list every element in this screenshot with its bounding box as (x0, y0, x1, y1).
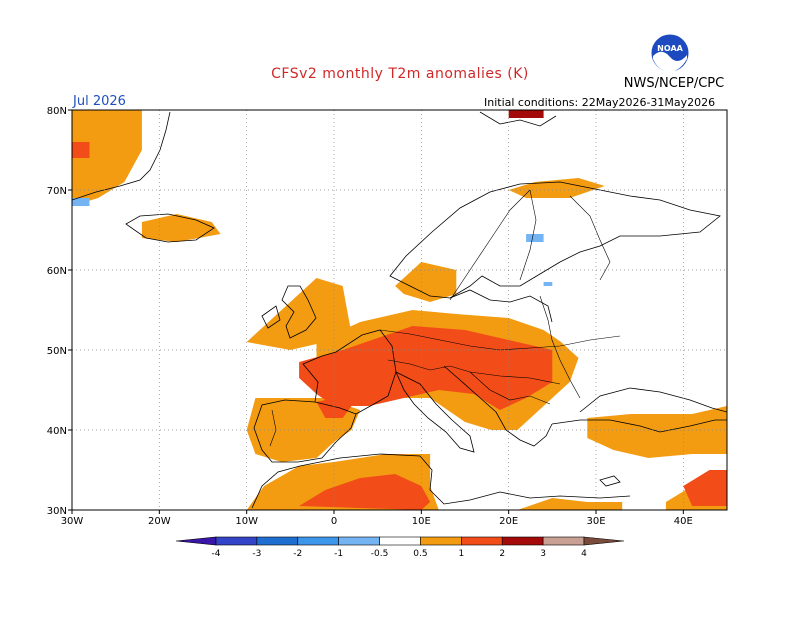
coastline-iberia (253, 399, 357, 463)
map-frame (71, 109, 728, 511)
anomaly-region-12 (316, 398, 352, 418)
coastline-cyprus (599, 475, 621, 487)
coastline-italy (395, 371, 475, 453)
anomaly-region-18 (526, 234, 544, 242)
noaa-logo-icon: NOAA (650, 33, 690, 73)
anomaly-region-16 (508, 110, 544, 118)
lon-tick-label: 30E (586, 516, 605, 527)
anomaly-region-0 (72, 110, 142, 206)
coastline-scandinavia (389, 181, 721, 299)
anomaly-region-7 (587, 406, 727, 458)
coastline-iceland (125, 213, 215, 243)
anomaly-region-3 (395, 262, 457, 302)
graticule (72, 110, 727, 510)
coastline-france (302, 329, 397, 415)
lat-tick-label: 60N (47, 266, 67, 277)
coastline-layer (72, 111, 727, 509)
border-norway-sweden (449, 189, 531, 301)
lat-tick-label: 80N (47, 106, 67, 117)
border-finland-russia (569, 195, 611, 281)
initial-conditions: Initial conditions: 22May2026-31May2026 (484, 96, 716, 109)
lon-tick-label: 20E (499, 516, 518, 527)
lat-tick-label: 40N (47, 426, 67, 437)
lat-tick-label: 50N (47, 346, 67, 357)
coastline-balkans (443, 365, 553, 447)
coastline-anatolia (551, 419, 727, 433)
coastline-black-sea (579, 387, 727, 413)
coastline-ireland (261, 305, 281, 329)
border-sweden-finland (519, 189, 537, 281)
coastline-svalbard (479, 111, 557, 127)
anomaly-region-17 (72, 198, 90, 206)
organization-label: NWS/NCEP/CPC (623, 76, 725, 91)
lon-tick-label: 20W (148, 516, 171, 527)
map-title: CFSv2 monthly T2m anomalies (K) (271, 66, 529, 82)
lat-tick-label: 30N (47, 506, 67, 517)
coastline-britain (281, 285, 317, 339)
anomaly-region-14 (683, 470, 727, 506)
anomaly-region-15 (72, 142, 90, 158)
lon-tick-label: 10E (412, 516, 431, 527)
anomaly-region-19 (543, 282, 553, 286)
anomaly-region-2 (246, 278, 352, 350)
lon-tick-label: 40E (674, 516, 693, 527)
anomaly-region-1 (141, 214, 221, 242)
noaa-logo: NOAA (650, 33, 690, 73)
coastline-greenland (72, 111, 171, 201)
border-alps (387, 359, 561, 385)
logo-text: NOAA (657, 44, 683, 53)
border-balkans (469, 371, 551, 405)
anomaly-region-13 (299, 474, 431, 510)
axis-ticks: 30W 20W 10W 0 10E 20E 30E 40E 30N 40N 50N 60N 70N 80N (47, 106, 693, 527)
lon-tick-label: 10W (235, 516, 258, 527)
coastline-north-africa (251, 453, 631, 509)
coastline-baltic (449, 289, 553, 323)
lat-tick-label: 70N (47, 186, 67, 197)
forecast-month: Jul 2026 (73, 94, 126, 109)
lon-tick-label: 30W (61, 516, 84, 527)
lon-tick-label: 0 (331, 516, 337, 527)
